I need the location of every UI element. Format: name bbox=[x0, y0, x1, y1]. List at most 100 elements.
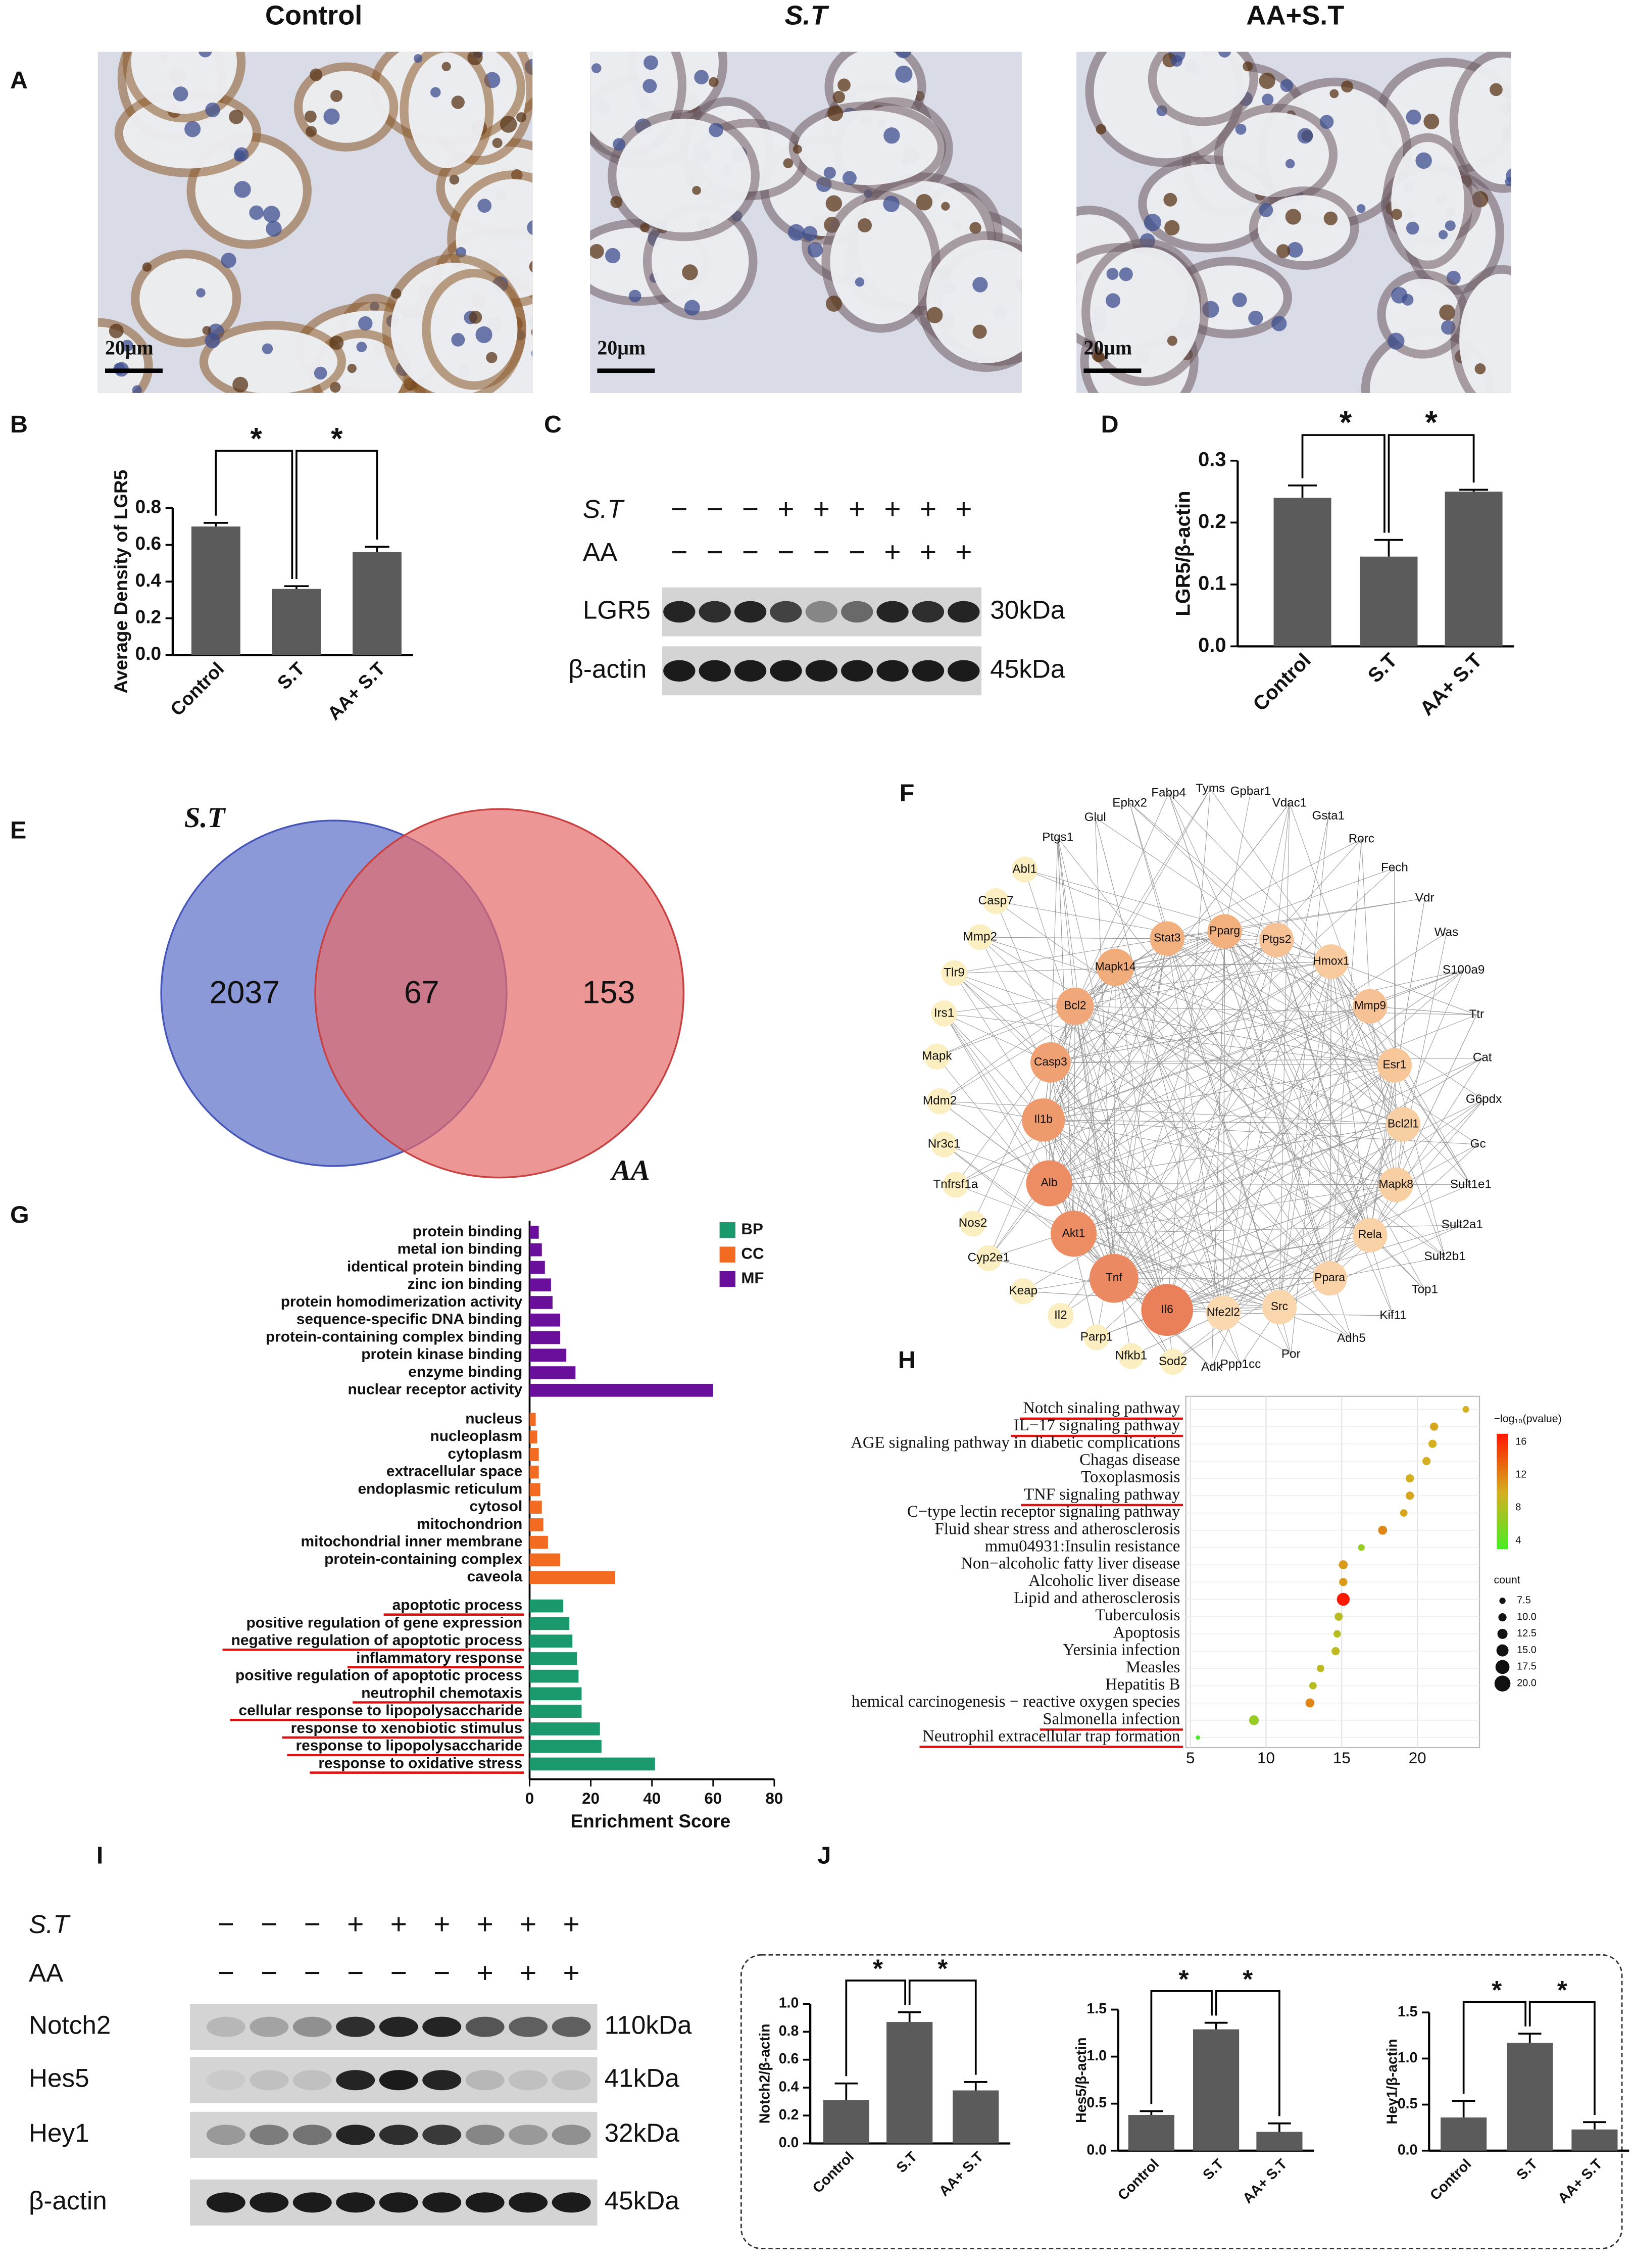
crypt-lumen bbox=[1156, 52, 1250, 118]
nucleus bbox=[140, 37, 153, 50]
error-bar bbox=[1518, 2033, 1542, 2043]
network-edge bbox=[1057, 837, 1370, 1235]
nucleus bbox=[451, 333, 465, 347]
y-axis-label: LGR5/β-actin bbox=[1172, 491, 1194, 616]
panel-label: I bbox=[96, 1842, 103, 1869]
micrograph-texture bbox=[1076, 52, 1523, 399]
nucleus bbox=[430, 87, 441, 98]
nucleus bbox=[1287, 242, 1303, 258]
nucleus bbox=[837, 78, 851, 92]
network-node-label: Kif11 bbox=[1379, 1309, 1406, 1322]
network-edge bbox=[1276, 940, 1404, 1125]
color-legend-band bbox=[1497, 1500, 1508, 1504]
network-edge bbox=[1043, 1120, 1280, 1308]
network-edge bbox=[1276, 940, 1395, 1066]
x-tick-label: 20 bbox=[1409, 1749, 1426, 1767]
nucleus bbox=[1119, 267, 1133, 281]
nucleus bbox=[310, 68, 323, 81]
y-tick-label: 0.6 bbox=[779, 2051, 799, 2067]
network-node-label: Sult2b1 bbox=[1424, 1249, 1466, 1263]
network-edge bbox=[1049, 839, 1362, 1184]
blot-band bbox=[663, 660, 696, 682]
network-node bbox=[1097, 948, 1134, 986]
nucleus bbox=[895, 52, 912, 59]
network-edge bbox=[1057, 838, 1114, 1279]
network-edge bbox=[996, 901, 1168, 1311]
nucleus bbox=[534, 264, 544, 274]
category-label: Salmonella infection bbox=[1043, 1710, 1180, 1728]
network-edge bbox=[1167, 789, 1211, 1310]
category-label: nucleoplasm bbox=[430, 1428, 522, 1444]
panel-label: C bbox=[544, 411, 562, 438]
network-node-label: Vdac1 bbox=[1272, 796, 1307, 809]
nucleus bbox=[1276, 244, 1291, 258]
nucleus bbox=[1512, 388, 1523, 399]
network-edge bbox=[1396, 1015, 1477, 1185]
network-edge bbox=[1075, 1006, 1445, 1257]
bar bbox=[529, 1413, 536, 1426]
category-label: Toxoplasmosis bbox=[1081, 1468, 1180, 1486]
color-legend-band bbox=[1497, 1511, 1508, 1515]
blot-band bbox=[912, 660, 945, 682]
blot-row-label: S.T bbox=[583, 495, 625, 523]
dot bbox=[1406, 1491, 1414, 1500]
crypt-lumen bbox=[616, 118, 751, 233]
error-bar bbox=[284, 585, 309, 589]
network-edge bbox=[1291, 961, 1332, 1355]
blot-row-label: S.T bbox=[29, 1910, 71, 1939]
color-legend-band bbox=[1497, 1485, 1508, 1489]
nucleus bbox=[205, 333, 220, 349]
network-edge bbox=[1043, 1120, 1168, 1311]
y-tick-label: 1.5 bbox=[1086, 2001, 1107, 2017]
significance-label: * bbox=[1243, 1965, 1253, 1994]
network-edge bbox=[1115, 967, 1445, 1257]
blot-band-label: Hes5 bbox=[29, 2064, 89, 2093]
blot-band bbox=[465, 2125, 505, 2145]
network-edge bbox=[1113, 940, 1277, 1279]
nucleus bbox=[613, 138, 626, 151]
nucleus bbox=[266, 220, 282, 237]
network-node-label: Ephx2 bbox=[1112, 796, 1147, 809]
network-edge bbox=[1075, 1006, 1404, 1125]
nucleus bbox=[783, 158, 794, 168]
nucleus bbox=[391, 288, 402, 299]
blot-band bbox=[552, 2192, 591, 2213]
crypt-lumen bbox=[797, 110, 938, 185]
color-legend-band bbox=[1497, 1546, 1508, 1550]
network-node-label: Cat bbox=[1473, 1051, 1492, 1065]
nucleus bbox=[825, 195, 843, 212]
blot-band bbox=[422, 2125, 462, 2145]
y-tick-label: 0.3 bbox=[1198, 448, 1226, 470]
significance-bracket bbox=[1215, 1990, 1280, 2116]
blot-band bbox=[552, 2125, 591, 2145]
error-bar bbox=[1374, 539, 1403, 557]
network-edge bbox=[1129, 803, 1168, 939]
blot-sign: − bbox=[707, 536, 723, 568]
category-label: mitochondrial inner membrane bbox=[301, 1533, 523, 1550]
network-edge bbox=[1073, 1225, 1462, 1234]
nucleus bbox=[692, 185, 701, 195]
nucleus bbox=[843, 171, 857, 185]
network-edge bbox=[1043, 970, 1464, 1121]
network-edge bbox=[1276, 940, 1477, 1016]
blot-sign: − bbox=[742, 493, 759, 525]
nucleus bbox=[531, 328, 533, 336]
category-label: Apoptosis bbox=[1113, 1623, 1180, 1642]
network-edge bbox=[1223, 1124, 1404, 1313]
blot-band bbox=[336, 2125, 375, 2145]
nucleus bbox=[233, 150, 245, 162]
x-tick-label: 10 bbox=[1257, 1749, 1275, 1767]
network-node bbox=[1089, 1253, 1139, 1303]
dot bbox=[1428, 1439, 1437, 1448]
blot-size-label: 41kDa bbox=[605, 2064, 680, 2093]
dot bbox=[1378, 1525, 1388, 1535]
network-edge bbox=[1050, 1057, 1482, 1063]
nucleus bbox=[159, 28, 169, 39]
size-legend-dot bbox=[1499, 1598, 1506, 1604]
network-node-label: Irs1 bbox=[934, 1006, 954, 1020]
color-legend-band bbox=[1497, 1457, 1508, 1460]
network-edge bbox=[1115, 967, 1224, 1313]
significance-label: * bbox=[873, 1954, 883, 1983]
nucleus bbox=[682, 264, 698, 280]
network-node-label: Mapk bbox=[922, 1049, 952, 1063]
